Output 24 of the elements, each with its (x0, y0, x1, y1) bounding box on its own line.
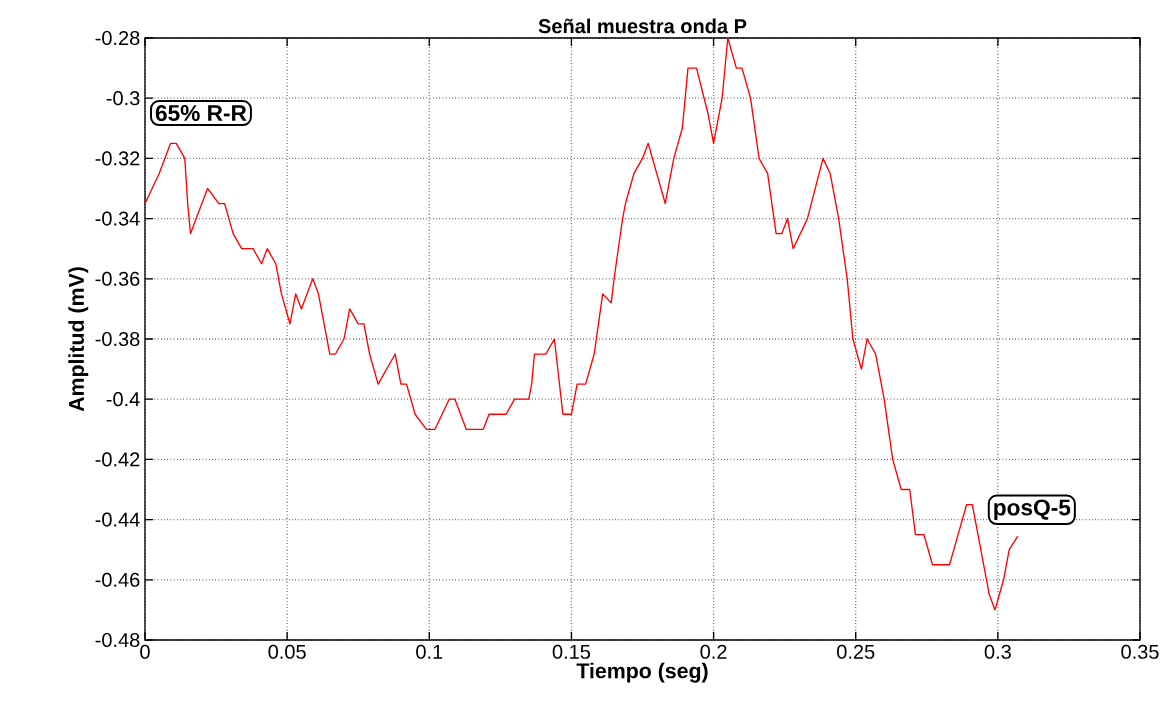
y-tick-label: -0.3 (106, 91, 140, 106)
y-tick-label: -0.32 (95, 151, 140, 166)
y-tick-label: -0.4 (106, 392, 140, 407)
y-tick-label: -0.28 (95, 30, 140, 46)
x-tick-label: 0.3 (984, 644, 1011, 659)
y-tick-label: -0.34 (95, 211, 140, 226)
x-tick-label: 0.1 (416, 644, 443, 659)
annotation: 65% R-R (155, 105, 247, 122)
x-tick-label: 0.35 (1121, 644, 1159, 659)
x-axis-title: Tiempo (seg) (576, 662, 708, 683)
y-tick-label: -0.42 (95, 452, 140, 467)
chart-title: Señal muestra onda P (538, 18, 747, 34)
annotation: posQ-5 (994, 499, 1071, 521)
y-tick-label: -0.46 (95, 572, 140, 587)
x-tick-label: 0.2 (700, 644, 727, 659)
y-tick-label: -0.38 (95, 331, 140, 347)
y-axis-title: Amplitud (mV) (68, 267, 89, 412)
y-tick-label: -0.36 (95, 271, 140, 286)
x-tick-label: 0.25 (837, 644, 875, 659)
y-tick-label: -0.48 (95, 632, 140, 648)
y-tick-label: -0.44 (95, 512, 140, 527)
x-tick-label: 0.05 (268, 644, 306, 659)
x-tick-label: 0.15 (552, 644, 591, 659)
x-tick-label: 0 (140, 644, 150, 659)
